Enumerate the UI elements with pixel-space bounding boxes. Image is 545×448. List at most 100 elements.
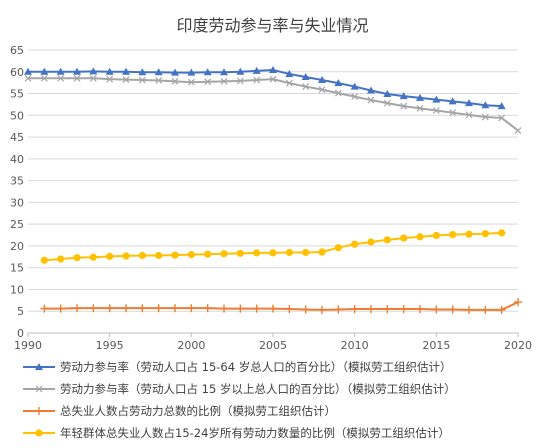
data-point-3-26 <box>465 230 473 238</box>
data-point-3-15 <box>285 248 293 257</box>
data-point-2-25 <box>448 305 457 314</box>
data-point-0-10 <box>187 68 196 76</box>
y-tick-label-6: 30 <box>10 196 24 209</box>
data-point-1-3 <box>73 74 81 82</box>
data-point-2-0 <box>40 304 49 313</box>
data-point-0-2 <box>56 67 65 75</box>
data-point-2-1 <box>56 304 65 313</box>
data-point-3-6 <box>138 251 146 260</box>
legend-item-1: 劳动力参与率（劳动人口占 15 岁以上总人口的百分比）（模拟劳工组织估计） <box>22 378 537 400</box>
series-line-2 <box>44 301 519 311</box>
data-point-2-5 <box>122 304 130 313</box>
data-point-0-11 <box>203 68 212 76</box>
legend-marker-3 <box>35 429 43 437</box>
data-point-0-20 <box>350 82 359 90</box>
data-point-3-13 <box>253 249 261 257</box>
data-point-0-3 <box>73 67 81 75</box>
data-point-1-21 <box>367 96 375 104</box>
data-point-0-7 <box>138 68 147 76</box>
data-point-2-9 <box>187 304 196 313</box>
data-point-1-4 <box>89 74 97 82</box>
data-point-0-13 <box>236 67 245 75</box>
legend-swatch-3 <box>23 429 55 437</box>
data-point-3-19 <box>351 240 359 248</box>
data-point-1-14 <box>253 76 261 84</box>
data-point-3-27 <box>481 230 489 238</box>
x-tick-label-0: 1990 <box>14 339 42 352</box>
data-point-3-2 <box>73 254 81 262</box>
data-point-0-9 <box>171 68 179 76</box>
y-tick-label-13: 65 <box>10 44 24 57</box>
series-3 <box>40 229 506 264</box>
legend-item-0: 劳动力参与率（劳动人口占 15-64 岁总人口的百分比）（模拟劳工组织估计） <box>22 356 537 378</box>
data-point-0-27 <box>465 99 473 107</box>
data-point-0-21 <box>367 86 375 94</box>
data-point-1-19 <box>334 89 342 97</box>
data-point-2-8 <box>171 304 179 313</box>
y-tick-label-12: 60 <box>10 66 24 79</box>
data-point-0-5 <box>105 67 114 75</box>
data-point-1-10 <box>187 78 195 86</box>
legend-item-3: 年轻群体总失业人数占15-24岁所有劳动力数量的比例（模拟劳工组织估计） <box>22 422 537 444</box>
data-point-3-11 <box>220 250 228 258</box>
data-point-2-11 <box>220 304 228 313</box>
data-point-1-2 <box>57 74 65 82</box>
data-point-0-12 <box>220 68 228 76</box>
data-point-3-14 <box>269 249 277 257</box>
data-point-0-19 <box>334 79 343 87</box>
data-point-1-7 <box>138 76 146 84</box>
data-point-3-25 <box>449 231 457 239</box>
data-point-2-10 <box>203 304 212 313</box>
data-point-1-8 <box>155 77 163 84</box>
y-tick-label-0: 0 <box>17 327 24 340</box>
data-point-0-26 <box>448 97 457 105</box>
data-point-3-17 <box>318 248 326 256</box>
legend-item-2: 总失业人数占劳动力总数的比例（模拟劳工组织估计） <box>22 400 537 422</box>
data-point-3-1 <box>57 255 65 263</box>
data-point-0-18 <box>318 76 326 84</box>
data-point-3-22 <box>400 234 408 242</box>
data-point-3-21 <box>383 236 391 244</box>
chart-title: 印度劳动参与率与失业情况 <box>176 16 369 35</box>
data-point-1-20 <box>351 93 359 101</box>
data-point-1-25 <box>432 107 440 114</box>
data-point-2-27 <box>481 305 490 314</box>
data-point-1-18 <box>318 86 326 94</box>
data-point-0-17 <box>301 72 310 80</box>
y-tick-label-1: 5 <box>17 305 24 318</box>
data-point-0-6 <box>122 67 130 75</box>
data-point-2-20 <box>367 305 375 314</box>
data-point-2-19 <box>350 305 359 314</box>
data-point-2-23 <box>416 305 424 314</box>
series-0 <box>24 66 506 110</box>
y-tick-label-4: 20 <box>10 240 24 253</box>
chart-legend: 劳动力参与率（劳动人口占 15-64 岁总人口的百分比）（模拟劳工组织估计） 劳… <box>22 356 537 444</box>
data-point-2-26 <box>465 305 473 314</box>
y-tick-label-5: 25 <box>10 218 24 231</box>
data-point-1-15 <box>269 75 277 83</box>
y-tick-label-11: 55 <box>10 88 24 101</box>
data-point-3-0 <box>40 256 48 264</box>
x-tick-label-6: 2020 <box>504 339 532 352</box>
data-point-0-22 <box>383 89 392 97</box>
legend-swatch-0 <box>23 363 55 370</box>
data-point-1-11 <box>204 78 212 86</box>
data-point-3-20 <box>367 238 375 246</box>
data-point-2-24 <box>432 305 441 314</box>
data-point-1-6 <box>122 76 130 84</box>
data-point-3-16 <box>302 248 310 257</box>
data-point-2-7 <box>154 304 163 313</box>
data-point-1-13 <box>236 77 244 85</box>
data-point-2-22 <box>399 305 408 314</box>
data-point-3-8 <box>171 251 179 259</box>
series-2 <box>40 298 522 314</box>
data-point-1-26 <box>449 109 457 117</box>
series-1 <box>24 74 522 134</box>
data-point-1-12 <box>220 77 228 85</box>
data-point-0-14 <box>252 66 261 74</box>
data-point-1-16 <box>285 79 293 87</box>
legend-label-2: 总失业人数占劳动力总数的比例（模拟劳工组织估计） <box>60 404 336 418</box>
data-point-0-29 <box>497 102 506 110</box>
data-point-2-13 <box>252 304 261 313</box>
